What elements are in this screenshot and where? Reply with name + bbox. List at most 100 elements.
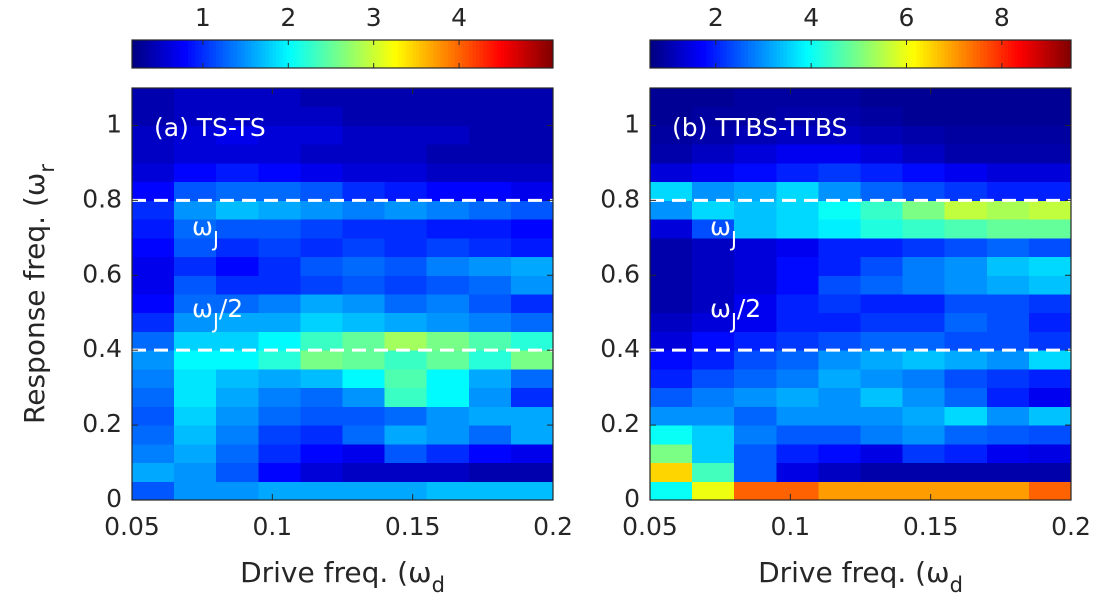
colorbar-swatch [363, 40, 368, 68]
y-axis-label: Response freq. (ωr [18, 164, 59, 424]
heatmap-cell [174, 88, 217, 108]
colorbar-swatch [524, 40, 530, 68]
heatmap-cell [734, 106, 777, 126]
heatmap-cell [510, 106, 554, 126]
heatmap-cell [734, 200, 777, 220]
colorbar-swatch [892, 40, 897, 68]
colorbar-swatch [163, 40, 168, 68]
heatmap-cell [258, 350, 301, 370]
heatmap-cell [216, 200, 259, 220]
colorbar-swatch [713, 40, 718, 68]
heatmap-cell [986, 144, 1030, 164]
heatmap-cell [986, 462, 1030, 482]
colorbar-swatch [895, 40, 900, 68]
heatmap-cell [734, 162, 777, 183]
x-tick-label: 0.15 [385, 512, 441, 541]
heatmap-cell [132, 425, 175, 445]
colorbar-swatch [993, 40, 998, 68]
heatmap-cell [384, 125, 428, 145]
colorbar-swatch [531, 40, 537, 68]
heatmap-cell [132, 312, 175, 332]
colorbar-swatch [1035, 40, 1041, 68]
heatmap-cell [692, 106, 735, 126]
heatmap-cell [510, 219, 554, 239]
colorbar-swatch [969, 40, 974, 68]
colorbar-swatch [748, 40, 753, 68]
heatmap-cell [860, 88, 904, 108]
colorbar-swatch [384, 40, 389, 68]
colorbar-swatch [990, 40, 995, 68]
colorbar-swatch [409, 40, 414, 68]
heatmap-cell [426, 181, 470, 201]
heatmap-cell [510, 144, 554, 164]
heatmap-cell [944, 443, 988, 464]
colorbar-swatch [416, 40, 421, 68]
colorbar-swatch [793, 40, 798, 68]
heatmap-cell [1028, 443, 1072, 464]
colorbar-swatch [920, 40, 925, 68]
heatmap-cell [258, 443, 301, 464]
colorbar-swatch [776, 40, 781, 68]
heatmap-cell [300, 181, 343, 201]
colorbar-tick-label: 8 [994, 3, 1010, 32]
colorbar-swatch [170, 40, 175, 68]
heatmap-cell [300, 350, 343, 370]
heatmap-cell [510, 462, 554, 482]
heatmap-cell [300, 275, 343, 295]
heatmap-cell [818, 200, 861, 220]
heatmap-cell [258, 425, 301, 445]
heatmap-cell [426, 481, 470, 501]
heatmap-cell [860, 331, 904, 351]
annotation-main: ω [710, 212, 731, 241]
colorbar-swatch [797, 40, 802, 68]
heatmap-cell [692, 368, 735, 389]
colorbar-swatch [860, 40, 865, 68]
heatmap-cell [650, 237, 693, 258]
colorbar-swatch [804, 40, 809, 68]
colorbar-swatch [1049, 40, 1055, 68]
colorbar-swatch [521, 40, 526, 68]
heatmap-cell [384, 144, 428, 164]
heatmap-cell [986, 200, 1030, 220]
colorbar-swatch [828, 40, 834, 68]
colorbar-swatch [772, 40, 777, 68]
heatmap-cell [510, 200, 554, 220]
colorbar-swatch [489, 40, 494, 68]
colorbar-swatch [237, 40, 242, 68]
colorbar-swatch [268, 40, 273, 68]
heatmap-cell [818, 312, 861, 332]
heatmap-cell [216, 275, 259, 295]
colorbar-swatch [279, 40, 284, 68]
colorbar-swatch [1028, 40, 1034, 68]
colorbar-swatch [503, 40, 508, 68]
colorbar-swatch [685, 40, 690, 68]
colorbar-swatch [240, 40, 245, 68]
colorbar-swatch [667, 40, 672, 68]
heatmap-cell [734, 88, 777, 108]
heatmap-cell [1028, 256, 1072, 276]
heatmap-cell [132, 481, 175, 501]
heatmap-cell [216, 443, 259, 464]
colorbar-swatch [331, 40, 337, 68]
colorbar-swatch [821, 40, 827, 68]
colorbar-swatch [265, 40, 270, 68]
heatmap-cell [902, 162, 946, 183]
heatmap-cell [258, 181, 301, 201]
colorbar-swatch [755, 40, 760, 68]
x-axis-label: Drive freq. (ωd [758, 556, 963, 597]
heatmap-cell [734, 350, 777, 370]
colorbar-swatch [913, 40, 918, 68]
heatmap-cell [132, 275, 175, 295]
heatmap-cell [776, 144, 819, 164]
heatmap-cell [776, 312, 819, 332]
heatmap-cell [734, 219, 777, 239]
colorbar-swatch [251, 40, 256, 68]
colorbar-swatch [1056, 40, 1062, 68]
heatmap-cell [818, 275, 861, 295]
colorbar-swatch [716, 40, 721, 68]
colorbar-swatch [741, 40, 746, 68]
heatmap-cell [776, 106, 819, 126]
heatmap-cell [692, 312, 735, 332]
heatmap-cell [944, 294, 988, 314]
